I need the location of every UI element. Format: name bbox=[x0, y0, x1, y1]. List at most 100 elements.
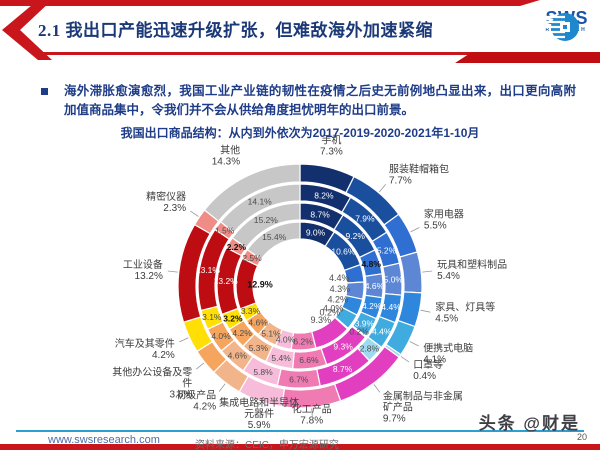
label-leader-line bbox=[410, 227, 420, 233]
category-pct-label: 7.8% bbox=[300, 415, 323, 426]
label-leader-line bbox=[255, 401, 260, 412]
ring-value-label: 13.2% bbox=[214, 276, 239, 286]
ring-value-label: 4.0% bbox=[211, 331, 231, 341]
category-pct-label: 4.2% bbox=[193, 402, 216, 413]
ring-value-label: 4.2% bbox=[232, 328, 252, 338]
category-name-label: 件 bbox=[182, 377, 192, 389]
category-pct-label: 7.3% bbox=[320, 147, 343, 158]
label-leader-line bbox=[422, 270, 433, 273]
ring-value-label: 4.3% bbox=[330, 284, 351, 294]
ring-value-label: 5.3% bbox=[249, 343, 269, 353]
category-pct-label: 14.3% bbox=[212, 157, 240, 168]
ring-value-label: 0.2% bbox=[349, 326, 369, 336]
category-name-label: 家具、灯具等 bbox=[435, 301, 495, 314]
donut-segment bbox=[399, 251, 423, 294]
ring-value-label: 3.3% bbox=[241, 306, 261, 316]
label-leader-line bbox=[409, 341, 419, 347]
category-name-label: 口罩等 bbox=[413, 358, 443, 371]
ring-value-label: 5.1% bbox=[261, 328, 281, 338]
ring-value-label: 4.2% bbox=[362, 301, 382, 311]
category-name-label: 金属制品与非金属 bbox=[383, 389, 463, 402]
category-name-label: 初级产品 bbox=[176, 389, 216, 402]
ring-value-label: 15.2% bbox=[254, 215, 279, 225]
category-pct-label: 4.5% bbox=[435, 314, 458, 325]
page-number: 20 bbox=[576, 432, 587, 442]
header-right-red-bar bbox=[455, 52, 600, 63]
label-leader-line bbox=[400, 356, 410, 363]
ring-value-label: 2.5% bbox=[242, 253, 262, 263]
category-pct-label: 3.5% bbox=[170, 389, 193, 400]
ring-value-label: 0.2% bbox=[320, 308, 341, 318]
category-name-label: 便携式电脑 bbox=[423, 341, 473, 354]
ring-value-label: 9.3% bbox=[310, 315, 331, 325]
label-leader-line bbox=[167, 270, 178, 273]
header-underline bbox=[36, 52, 600, 55]
ring-value-label: 3.9% bbox=[355, 319, 375, 329]
ring-value-label: 4.4% bbox=[381, 302, 401, 312]
ring-value-label: 9.2% bbox=[346, 231, 366, 241]
ring-value-label: 14.1% bbox=[248, 197, 273, 207]
ring-value-label: 3.1% bbox=[202, 312, 222, 322]
category-name-label: 工业设备 bbox=[123, 258, 163, 271]
category-name-label: 汽车及其零件 bbox=[115, 337, 175, 350]
chart-title: 我国出口商品结构：从内到外依次为2017-2019-2020-2021年1-10… bbox=[120, 126, 480, 140]
ring-value-label: 4.6% bbox=[248, 317, 268, 327]
category-name-label: 其他办公设备及零 bbox=[112, 365, 192, 378]
ring-value-label: 3.2% bbox=[223, 313, 243, 323]
label-leader-line bbox=[218, 383, 226, 392]
category-name-label: 手机 bbox=[321, 134, 341, 147]
watermark: 头条 @财是 bbox=[478, 414, 580, 433]
ring-value-label: 9.3% bbox=[333, 342, 353, 352]
category-pct-label: 4.1% bbox=[423, 354, 446, 365]
category-name-label: 家用电器 bbox=[424, 207, 464, 220]
header-chevron-icon bbox=[2, 0, 52, 60]
label-leader-line bbox=[311, 408, 313, 419]
ring-value-label: 5.4% bbox=[271, 353, 291, 363]
sws-globe-icon bbox=[545, 13, 580, 41]
ring-value-label: 1.5% bbox=[215, 226, 235, 236]
category-pct-label: 9.7% bbox=[383, 413, 406, 424]
ring-value-label: 4.0% bbox=[276, 335, 296, 345]
ring-value-label: 7.9% bbox=[355, 214, 375, 224]
ring-value-label: 6.2% bbox=[293, 336, 313, 346]
label-leader-line bbox=[420, 309, 431, 313]
ring-value-label: 13.1% bbox=[196, 265, 221, 275]
ring-value-label: 8.7% bbox=[333, 364, 353, 374]
donut-segment bbox=[231, 202, 301, 249]
ring-value-label: 5.2% bbox=[377, 246, 397, 256]
ring-value-label: 6.7% bbox=[289, 375, 309, 385]
ring-value-label: 5.8% bbox=[253, 367, 273, 377]
category-pct-label: 0.4% bbox=[413, 371, 436, 382]
category-pct-label: 5.4% bbox=[437, 271, 460, 282]
top-red-strip bbox=[0, 0, 520, 6]
label-leader-line bbox=[373, 384, 381, 393]
ring-value-label: 4.6% bbox=[228, 350, 248, 360]
ring-value-label: 4.0% bbox=[323, 304, 344, 314]
category-name-label: 服装鞋帽箱包 bbox=[389, 163, 449, 176]
bullet-paragraph: 海外滞胀愈演愈烈，我国工业产业链的韧性在疫情之后史无前例地凸显出来，出口更向高附… bbox=[64, 84, 576, 117]
category-pct-label: 7.7% bbox=[389, 176, 412, 187]
ring-value-label: 12.9% bbox=[247, 279, 273, 289]
label-leader-line bbox=[195, 362, 205, 370]
ring-value-label: 8.7% bbox=[310, 209, 330, 219]
donut-segment bbox=[219, 183, 301, 234]
donut-segment bbox=[203, 163, 301, 223]
footer-website: www.swsresearch.com bbox=[48, 434, 160, 446]
ring-value-label: 6.6% bbox=[299, 355, 319, 365]
category-name-label: 矿产品 bbox=[383, 400, 413, 413]
ring-value-label: 4.6% bbox=[365, 281, 385, 291]
ring-value-label: 4.4% bbox=[329, 273, 350, 283]
category-name-label: 元器件 bbox=[244, 408, 274, 420]
footer-divider bbox=[16, 430, 584, 432]
ring-value-label: 5.0% bbox=[384, 275, 404, 285]
bullet-square-icon bbox=[41, 88, 48, 95]
ring-value-label: 10.6% bbox=[331, 246, 356, 256]
ring-value-label: 15.4% bbox=[262, 232, 287, 242]
category-pct-label: 2.3% bbox=[163, 203, 186, 214]
category-pct-label: 4.2% bbox=[152, 350, 175, 361]
ring-value-label: 4.4% bbox=[372, 326, 392, 336]
sws-logo: SWS RESEARCH bbox=[545, 9, 588, 41]
ring-value-label: 4.8% bbox=[362, 259, 382, 269]
